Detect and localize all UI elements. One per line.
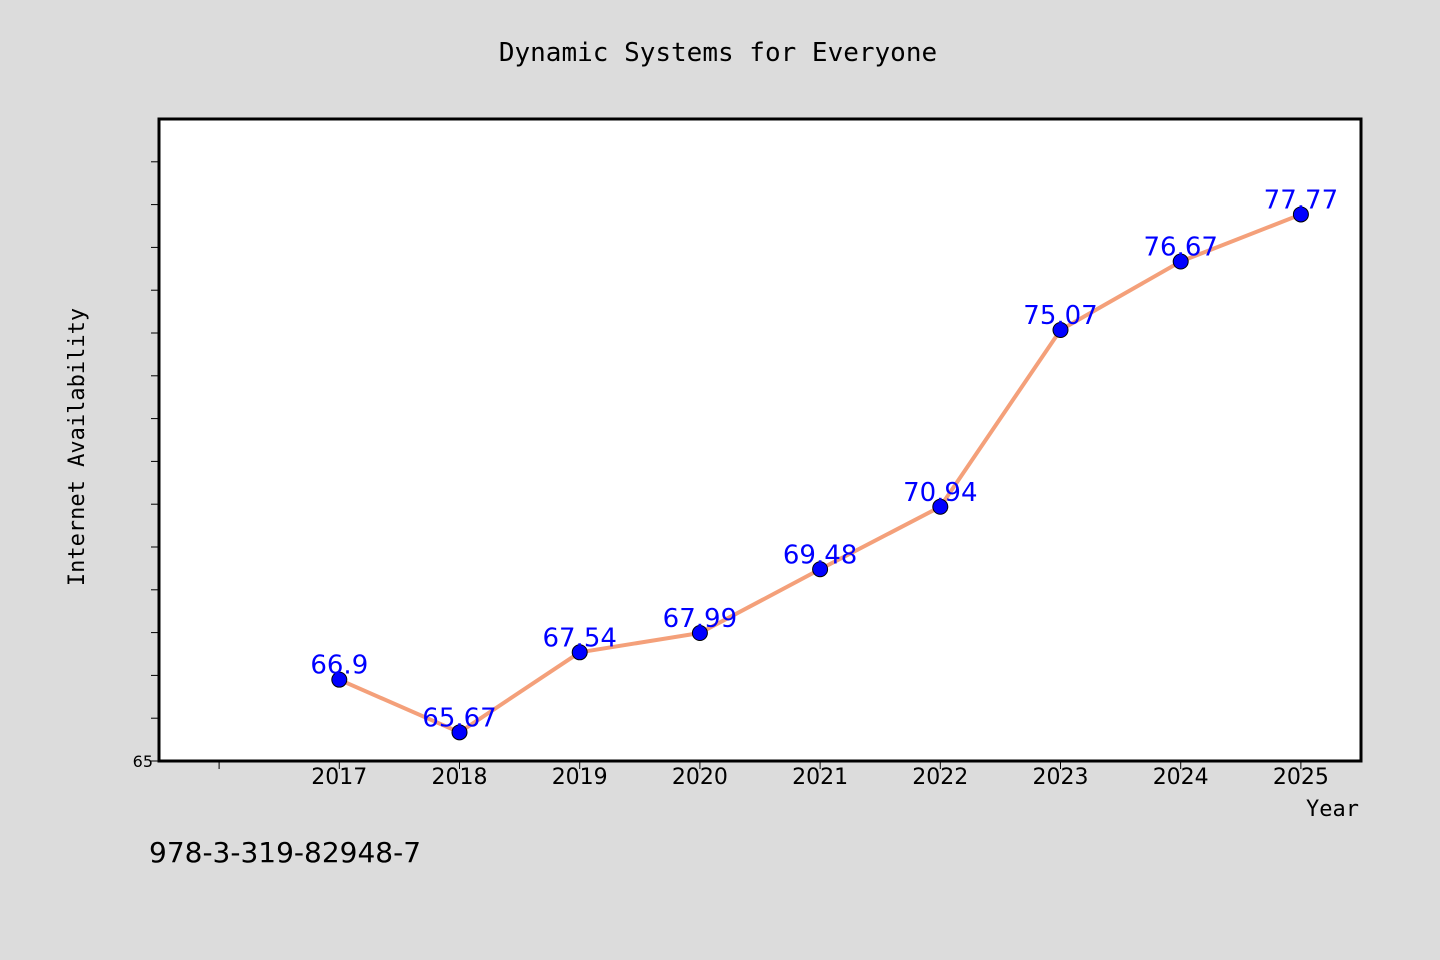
x-tick-label: 2020 [672, 765, 728, 790]
data-point [1172, 253, 1189, 270]
x-tick-label: 2018 [432, 765, 488, 790]
data-point [331, 671, 348, 688]
data-label: 65.67 [422, 703, 496, 733]
y-axis-label: Internet Availability [65, 308, 90, 586]
x-tick-label: 2025 [1273, 765, 1329, 790]
data-label: 66.9 [310, 651, 368, 681]
plot-frame [157, 117, 1363, 763]
data-point [812, 561, 829, 578]
data-label: 70.94 [903, 478, 977, 508]
x-tick-label: 2019 [552, 765, 608, 790]
x-axis-label: Year [1306, 797, 1359, 822]
x-tick-label: 2024 [1153, 765, 1209, 790]
data-label: 76.67 [1143, 233, 1217, 263]
data-point [1292, 206, 1309, 223]
chart-title: Dynamic Systems for Everyone [499, 38, 937, 68]
data-point [691, 625, 708, 642]
data-labels: 66.9 65.67 67.54 67.99 69.48 70.94 75.07 76.67 7… [310, 185, 1338, 733]
data-point [1052, 322, 1069, 339]
data-point [571, 644, 588, 661]
data-label: 77.77 [1264, 185, 1338, 215]
data-label: 75.07 [1023, 301, 1097, 331]
plot-area [159, 119, 1361, 761]
data-point [451, 724, 468, 741]
data-label: 67.99 [663, 604, 737, 634]
x-tick-label: 2017 [311, 765, 367, 790]
y-tick-label: 65 [133, 752, 153, 771]
data-label: 67.54 [542, 623, 616, 653]
footer-code: 978-3-319-82948-7 [149, 836, 421, 869]
series-markers [331, 206, 1309, 741]
data-label: 69.48 [783, 540, 857, 570]
x-tick-label: 2023 [1033, 765, 1089, 790]
x-tick-label: 2021 [792, 765, 848, 790]
x-tick-label: 2022 [912, 765, 968, 790]
data-point [932, 498, 949, 515]
